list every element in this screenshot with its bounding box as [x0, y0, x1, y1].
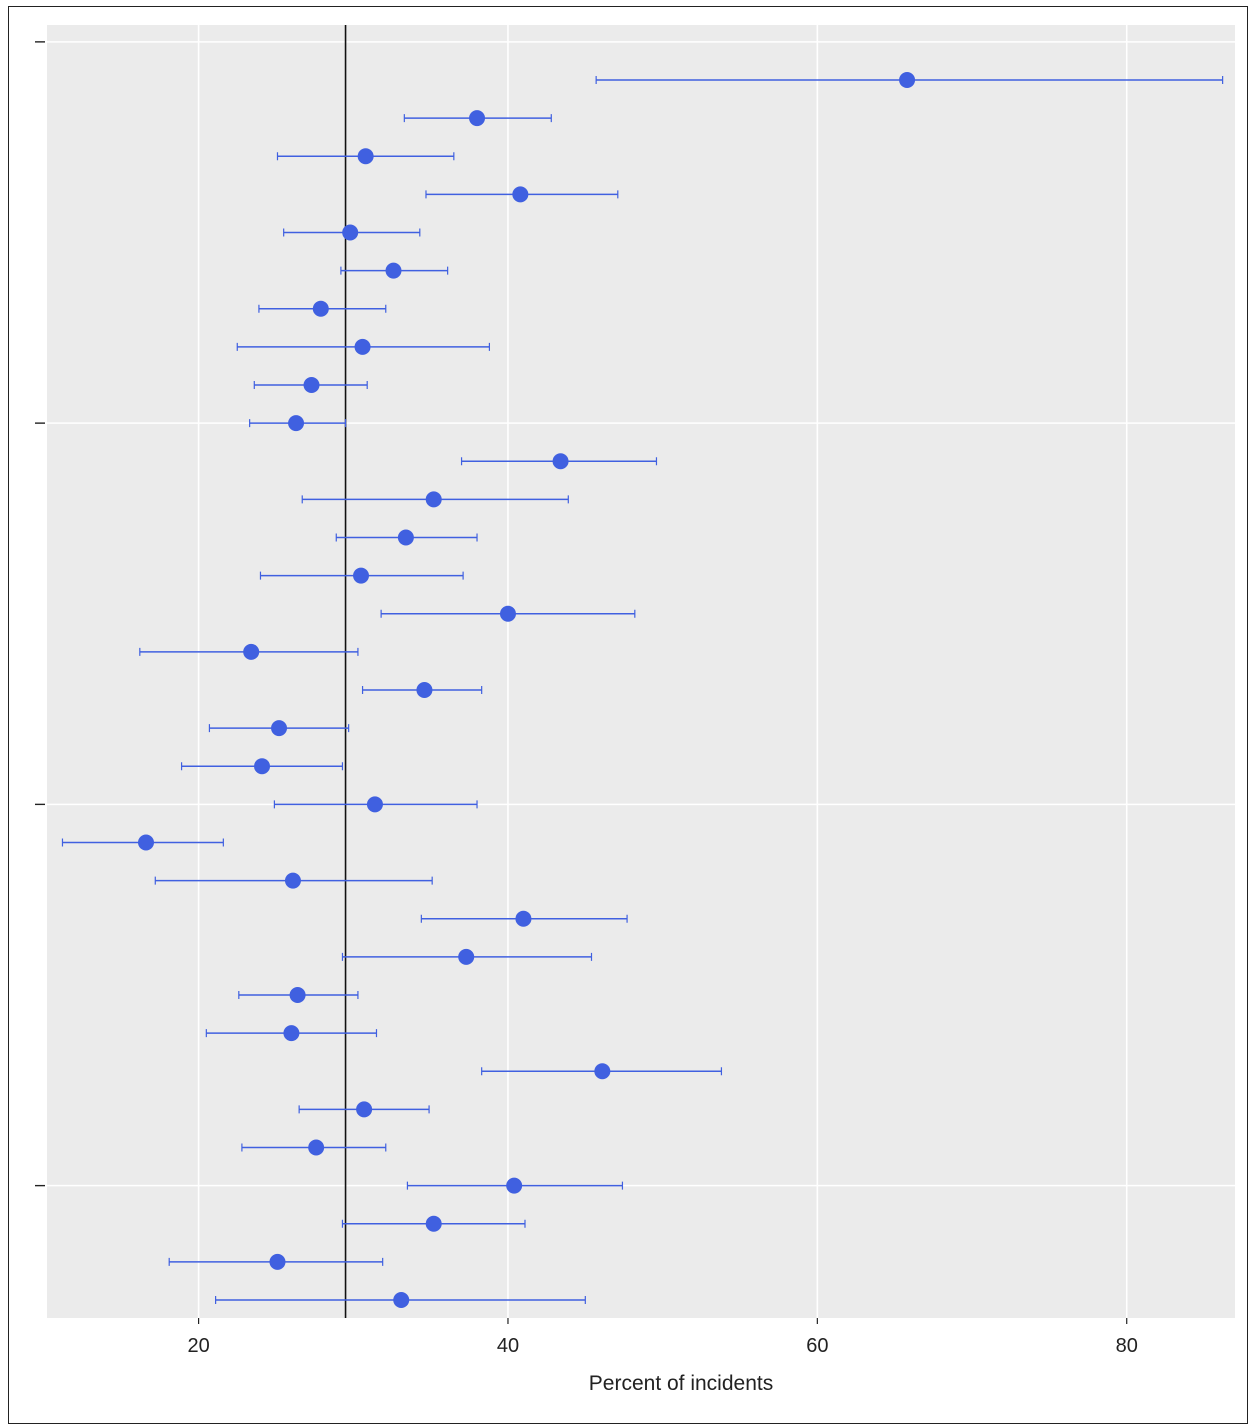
data-row [238, 987, 359, 1003]
data-row [460, 453, 658, 470]
x-tick-label: 80 [1116, 1335, 1138, 1357]
data-row [276, 148, 455, 165]
data-row [298, 1101, 430, 1118]
data-point [308, 1139, 325, 1156]
data-row [180, 758, 344, 775]
data-row [236, 338, 491, 355]
data-point [469, 110, 486, 127]
data-row [249, 415, 347, 432]
data-point [354, 338, 371, 355]
data-point [288, 415, 305, 432]
data-point [284, 872, 301, 889]
data-point [289, 987, 306, 1003]
data-point [353, 567, 370, 584]
dot-plot-chart: 20 40 60 80 Percent of incidents [35, 25, 1235, 1395]
data-row [406, 1177, 624, 1194]
data-point [515, 910, 532, 927]
data-row [403, 110, 552, 127]
data-point [312, 300, 329, 317]
chart-frame: 20 40 60 80 Percent of incidents [8, 6, 1248, 1424]
data-row [301, 491, 569, 508]
data-point [357, 148, 374, 165]
data-point [366, 796, 383, 813]
data-point [271, 720, 288, 737]
data-point [283, 1025, 300, 1042]
data-point [512, 186, 529, 203]
data-row [481, 1063, 723, 1080]
data-row [205, 1025, 378, 1042]
data-point [506, 1177, 523, 1194]
data-point [416, 682, 433, 698]
grid-lines [47, 25, 1235, 1318]
data-point [269, 1253, 286, 1270]
data-point [303, 377, 320, 393]
data-point [342, 224, 359, 241]
data-row [253, 377, 368, 393]
data-point [243, 643, 260, 660]
y-axis-ticks [35, 41, 45, 1187]
data-point [499, 605, 516, 622]
data-row [341, 948, 593, 965]
data-point [385, 262, 402, 279]
data-row [139, 643, 359, 660]
data-point [458, 948, 475, 965]
data-row [259, 567, 464, 584]
data-point [899, 72, 916, 88]
data-row [61, 834, 224, 851]
data-point [425, 1215, 442, 1232]
data-row [595, 72, 1224, 88]
data-point [356, 1101, 373, 1118]
data-point [397, 529, 414, 546]
data-row [168, 1253, 384, 1270]
data-row [215, 1292, 586, 1308]
data-row [340, 262, 449, 279]
data-row [154, 872, 433, 889]
x-tick-label: 40 [497, 1335, 519, 1357]
data-point [393, 1292, 410, 1308]
data-row [241, 1139, 387, 1156]
data-row [208, 720, 350, 737]
data-point [425, 491, 442, 508]
data-row [335, 529, 478, 546]
x-tick-label: 60 [806, 1335, 828, 1357]
data-row [273, 796, 478, 813]
data-row [380, 605, 636, 622]
data-point [594, 1063, 611, 1080]
data-point [254, 758, 271, 775]
data-row [258, 300, 387, 317]
data-marks [61, 72, 1224, 1308]
data-row [341, 1215, 526, 1232]
x-axis-tick-labels: 20 40 60 80 [187, 1318, 1138, 1357]
data-row [283, 224, 421, 241]
data-row [425, 186, 619, 203]
data-point [138, 834, 154, 851]
x-tick-label: 20 [187, 1335, 209, 1357]
data-point [552, 453, 569, 470]
x-axis-title: Percent of incidents [589, 1372, 773, 1395]
data-row [420, 910, 628, 927]
plot-panel [47, 25, 1235, 1318]
data-row [361, 682, 483, 698]
